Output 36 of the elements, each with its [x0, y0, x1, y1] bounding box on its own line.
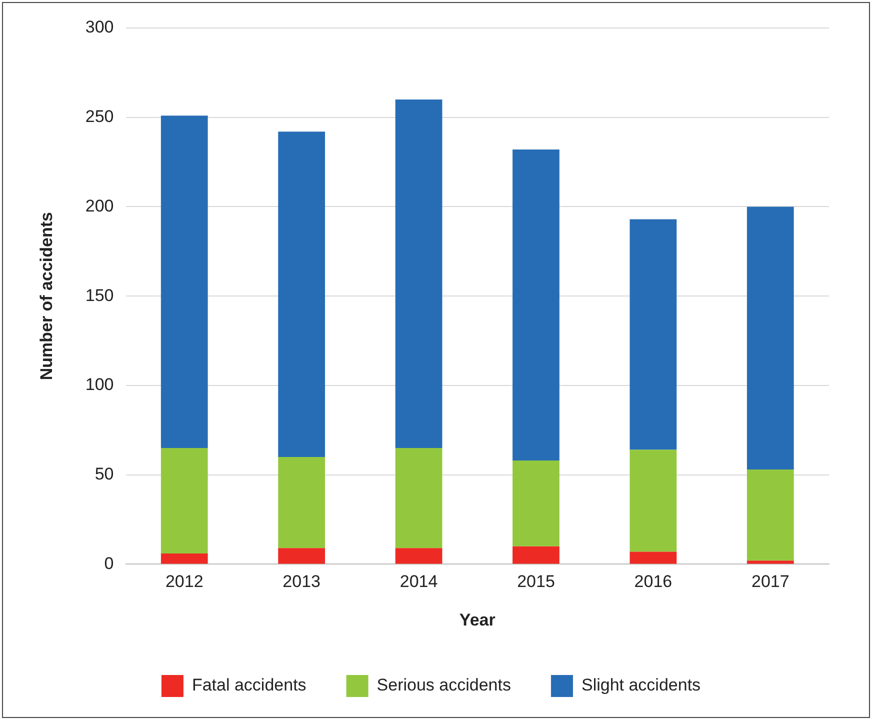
- bar: [160, 553, 208, 564]
- bar: [160, 448, 208, 554]
- y-tick-label: 0: [104, 554, 114, 573]
- x-tick-label: 2012: [165, 572, 204, 592]
- legend-label: Slight accidents: [581, 676, 701, 695]
- x-tick-label: 2016: [634, 572, 672, 592]
- y-tick-label: 100: [85, 375, 114, 394]
- bar: [395, 448, 442, 548]
- bar: [512, 546, 560, 564]
- x-tick-label: 2013: [282, 572, 320, 592]
- x-tick-label: 2014: [400, 572, 438, 592]
- bar: [395, 99, 442, 448]
- bar: [746, 469, 794, 561]
- y-tick-label: 300: [85, 18, 114, 37]
- x-tick-label: 2015: [517, 572, 555, 592]
- x-tick-label: 2017: [751, 572, 790, 592]
- bar: [630, 450, 677, 552]
- bar: [278, 548, 326, 564]
- bar: [630, 552, 677, 564]
- y-axis-title: Number of accidents: [36, 212, 56, 380]
- x-axis-title: Year: [459, 610, 496, 630]
- legend-label: Serious accidents: [376, 676, 511, 695]
- bar: [278, 132, 326, 457]
- bar: [746, 206, 794, 470]
- y-tick-label: 50: [94, 464, 114, 484]
- bar: [278, 456, 326, 548]
- y-tick-label: 250: [85, 107, 114, 126]
- y-tick-label: 150: [85, 286, 114, 305]
- bar: [746, 560, 794, 564]
- bar: [395, 548, 442, 564]
- bar: [630, 219, 677, 450]
- bar: [160, 116, 208, 448]
- bar: [512, 460, 560, 546]
- bar: [512, 150, 560, 461]
- y-tick-label: 200: [85, 196, 114, 216]
- legend-label: Fatal accidents: [192, 676, 306, 695]
